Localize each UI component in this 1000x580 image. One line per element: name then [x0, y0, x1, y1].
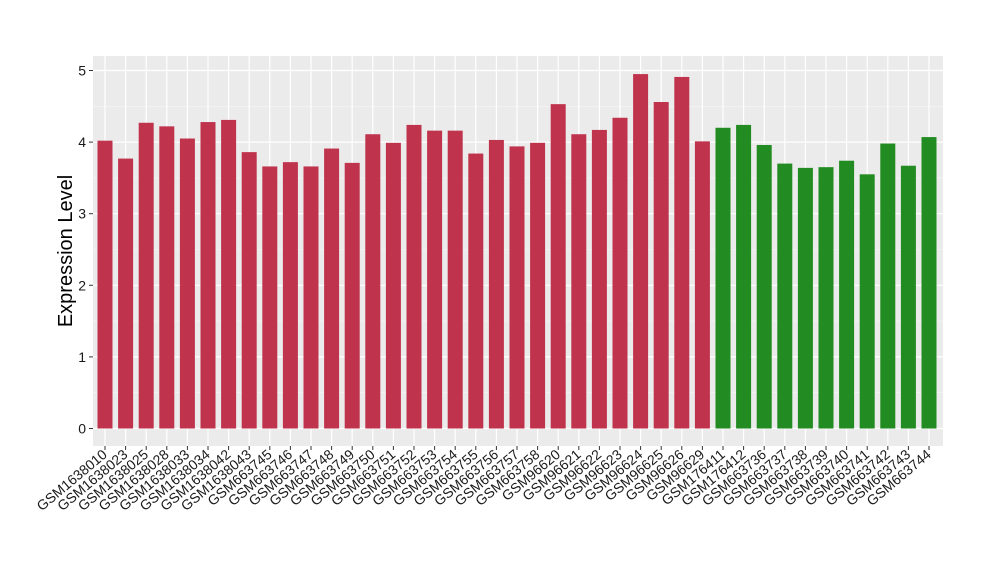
bar-GSM663748	[324, 148, 340, 429]
bar-GSM176412	[736, 124, 752, 429]
bar-GSM96624	[633, 74, 649, 429]
bar-GSM663743	[900, 165, 916, 429]
bar-GSM663739	[818, 167, 834, 429]
bar-GSM663745	[262, 166, 278, 429]
y-axis: 0 1 2 3 4 5	[78, 63, 93, 437]
bar-GSM1638043	[241, 152, 257, 429]
bar-GSM663755	[468, 153, 484, 429]
bar-GSM663754	[447, 130, 463, 429]
bar-GSM663740	[839, 160, 855, 429]
bar-GSM1638028	[159, 126, 175, 429]
y-tick-label: 5	[78, 63, 86, 79]
bar-GSM663746	[282, 162, 298, 429]
bar-GSM663738	[797, 167, 813, 429]
bar-GSM1638010	[97, 140, 113, 429]
bar-GSM1638042	[221, 119, 237, 429]
bar-GSM663744	[921, 137, 937, 429]
bar-GSM663753	[427, 130, 443, 429]
bars-group	[97, 74, 937, 429]
bar-GSM663741	[859, 174, 875, 429]
x-axis: GSM1638010GSM1638023GSM1638025GSM1638028…	[33, 446, 934, 514]
bar-GSM663757	[509, 146, 525, 429]
bar-GSM96629	[694, 141, 710, 429]
y-tick-label: 2	[78, 277, 86, 293]
bar-GSM1638034	[200, 122, 216, 429]
bar-GSM663747	[303, 166, 319, 429]
y-tick-label: 3	[78, 206, 86, 222]
bar-GSM663749	[344, 162, 360, 429]
bar-GSM96621	[571, 134, 587, 429]
y-tick-label: 0	[78, 421, 86, 437]
bar-GSM663750	[365, 134, 381, 429]
bar-GSM176411	[715, 127, 731, 429]
bar-GSM1638033	[179, 138, 195, 429]
bar-GSM1638023	[118, 158, 134, 429]
bar-GSM663751	[385, 142, 401, 429]
bar-GSM96626	[674, 76, 690, 429]
bar-GSM96622	[591, 129, 607, 429]
bar-GSM663737	[777, 163, 793, 429]
y-axis-title: Expression Level	[55, 175, 77, 327]
bar-GSM96625	[653, 102, 669, 429]
bar-GSM96620	[550, 104, 566, 429]
y-tick-label: 1	[78, 349, 86, 365]
bar-GSM663742	[880, 143, 896, 429]
bar-GSM1638025	[138, 122, 154, 429]
bar-GSM663736	[756, 144, 772, 429]
bar-GSM663756	[488, 139, 504, 429]
bar-GSM663752	[406, 124, 422, 429]
y-tick-label: 4	[78, 134, 86, 150]
bar-GSM96623	[612, 117, 628, 429]
bar-GSM663758	[530, 142, 546, 429]
